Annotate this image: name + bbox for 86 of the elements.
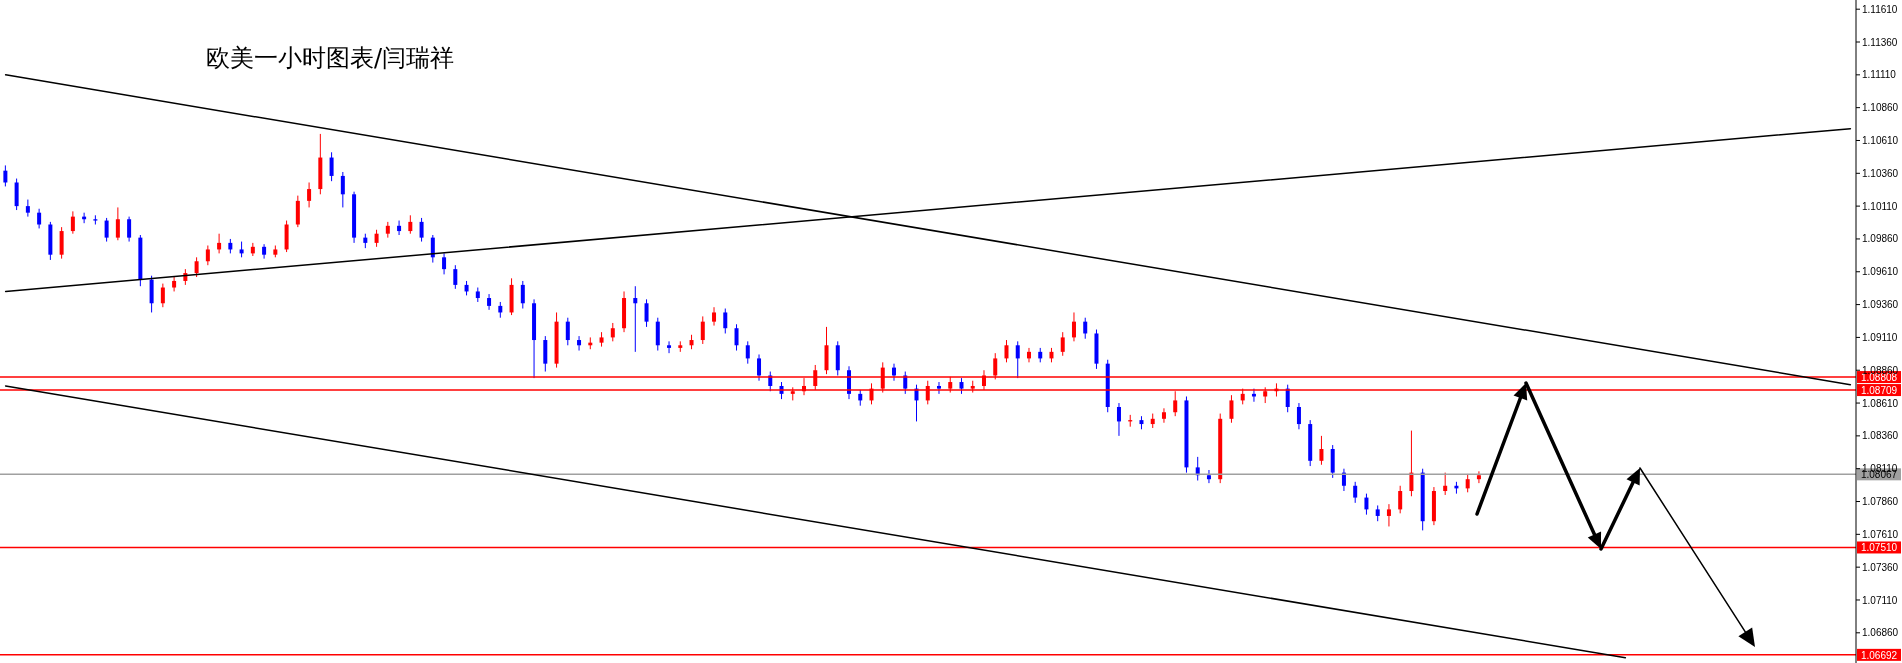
candlestick — [577, 335, 582, 352]
candlestick — [1330, 444, 1335, 479]
candlestick — [442, 252, 447, 275]
candlestick — [1015, 340, 1020, 379]
candlestick — [734, 323, 739, 352]
candlestick — [937, 381, 941, 395]
candlestick — [745, 340, 750, 365]
candlestick — [1071, 311, 1076, 342]
candlestick — [172, 276, 177, 292]
candlestick — [757, 353, 762, 382]
y-tick-label: 1.11610 — [1862, 3, 1898, 15]
candlestick — [543, 335, 548, 373]
y-tick-label: 1.07360 — [1862, 561, 1899, 573]
y-tick-label: 1.09610 — [1862, 266, 1899, 278]
candlestick — [610, 322, 615, 342]
candlestick — [37, 208, 42, 229]
candlestick — [419, 217, 424, 243]
candlestick — [1296, 402, 1301, 430]
candlestick — [149, 275, 154, 313]
candlestick — [307, 181, 312, 208]
candlestick — [104, 217, 109, 243]
candlestick — [1409, 430, 1414, 497]
ref-line-label: 1.07510 — [1860, 542, 1898, 554]
candlestick — [1398, 485, 1403, 514]
candlestick — [59, 226, 64, 260]
candlestick — [3, 164, 8, 187]
y-tick-label: 1.11110 — [1862, 69, 1897, 81]
candlestick — [565, 317, 570, 346]
candlestick — [667, 340, 672, 354]
candlestick — [655, 317, 660, 352]
candlestick — [520, 280, 525, 310]
candlestick — [14, 178, 19, 211]
ref-line-label: 1.08067 — [1860, 469, 1898, 481]
candlestick — [160, 283, 165, 308]
candlestick — [205, 245, 210, 266]
candlestick — [397, 220, 402, 236]
candlestick — [633, 285, 638, 353]
candlestick — [1386, 503, 1391, 527]
candlestick — [194, 256, 199, 278]
ref-line-label: 1.08709 — [1860, 385, 1898, 397]
candlestick — [700, 315, 705, 345]
candlestick — [1319, 435, 1324, 466]
candlestick — [1161, 407, 1166, 424]
candlestick — [1465, 473, 1470, 493]
candlestick — [408, 214, 413, 235]
candlestick — [453, 264, 458, 290]
y-tick-label: 1.06860 — [1862, 627, 1899, 639]
candlestick — [1353, 481, 1358, 504]
text: 欧美一小时图表/闫瑞祥 — [206, 43, 455, 74]
candlestick — [262, 243, 267, 260]
candlestick — [1004, 339, 1009, 363]
candlestick — [340, 171, 345, 208]
y-tick-label: 1.10610 — [1862, 135, 1899, 147]
y-tick-label: 1.07860 — [1862, 496, 1899, 508]
candlestick — [1476, 470, 1481, 484]
candlestick — [127, 216, 132, 243]
y-tick-label: 1.10860 — [1862, 102, 1899, 114]
candlestick — [723, 308, 728, 334]
candlestick — [70, 210, 75, 235]
y-tick-label: 1.09860 — [1862, 233, 1899, 245]
y-tick-label: 1.08360 — [1862, 430, 1899, 442]
y-tick-label: 1.10110 — [1862, 200, 1898, 212]
candlestick — [487, 293, 492, 311]
y-tick-label: 1.09110 — [1862, 331, 1898, 343]
candlestick — [217, 233, 222, 254]
candlestick — [644, 298, 649, 328]
candlestick — [1083, 317, 1088, 340]
candlestick — [1060, 331, 1065, 357]
y-tick-label: 1.07610 — [1862, 528, 1899, 540]
candlestick — [1206, 469, 1211, 484]
candlestick — [115, 206, 120, 241]
y-tick-label: 1.07110 — [1862, 594, 1898, 606]
candlestick — [329, 151, 334, 182]
y-tick-label: 1.11360 — [1862, 36, 1898, 48]
candlestick — [25, 199, 30, 218]
ref-line-label: 1.06692 — [1860, 649, 1898, 661]
y-tick-label: 1.09360 — [1862, 299, 1899, 311]
candlestick — [712, 306, 717, 327]
y-tick-label: 1.10360 — [1862, 167, 1899, 179]
candlestick — [1229, 394, 1234, 424]
candlestick — [1364, 493, 1369, 516]
y-tick-label: 1.08610 — [1862, 397, 1899, 409]
candlestick — [1443, 472, 1448, 496]
candlestick — [295, 195, 300, 228]
candlestick — [1026, 347, 1031, 363]
candlestick — [1116, 402, 1121, 437]
